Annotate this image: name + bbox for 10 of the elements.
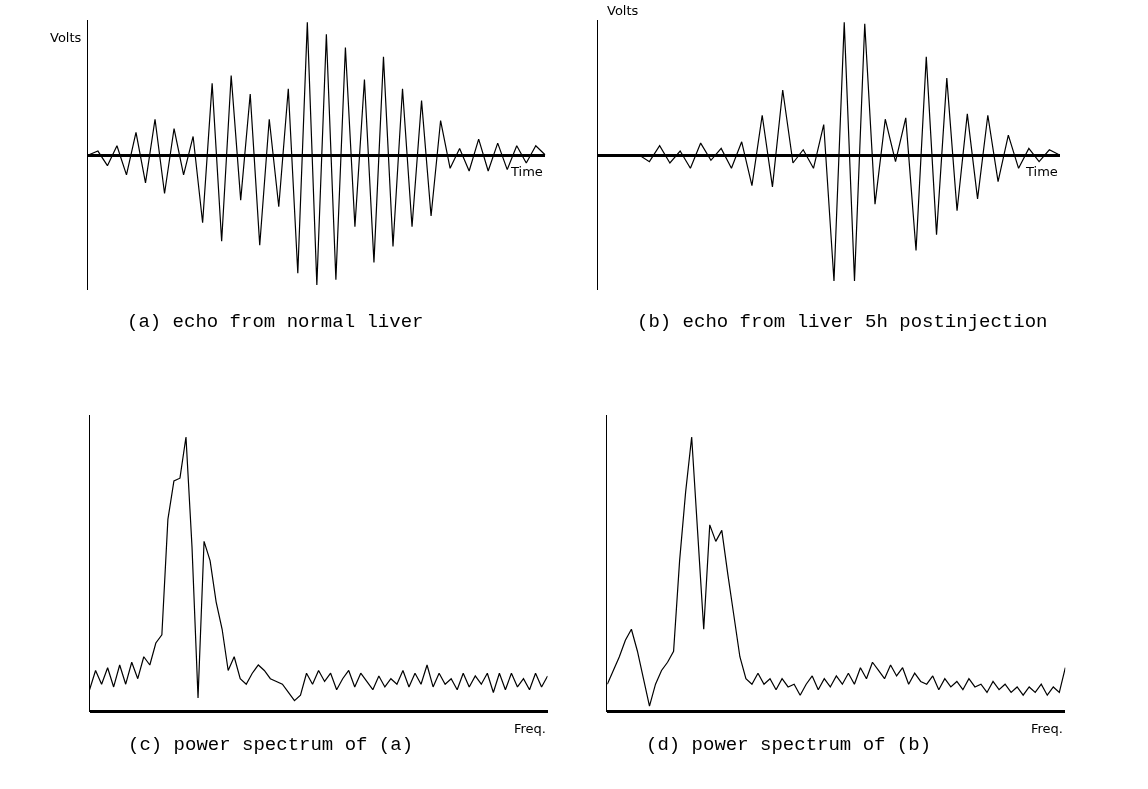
x-axis-title: Time [510, 164, 543, 179]
text: (a) echo from normal liver [127, 311, 424, 333]
text: (c) power spectrum of (a) [128, 734, 414, 756]
y-axis-title: Volts [50, 30, 82, 45]
x-axis-title: Time [1025, 164, 1058, 179]
x-axis-title: Freq. [1031, 721, 1063, 736]
text: (b) echo from liver 5h postinjection [637, 311, 1048, 333]
y-axis-title: Volts [607, 3, 639, 18]
text: (d) power spectrum of (b) [646, 734, 932, 756]
x-axis-title: Freq. [514, 721, 546, 736]
